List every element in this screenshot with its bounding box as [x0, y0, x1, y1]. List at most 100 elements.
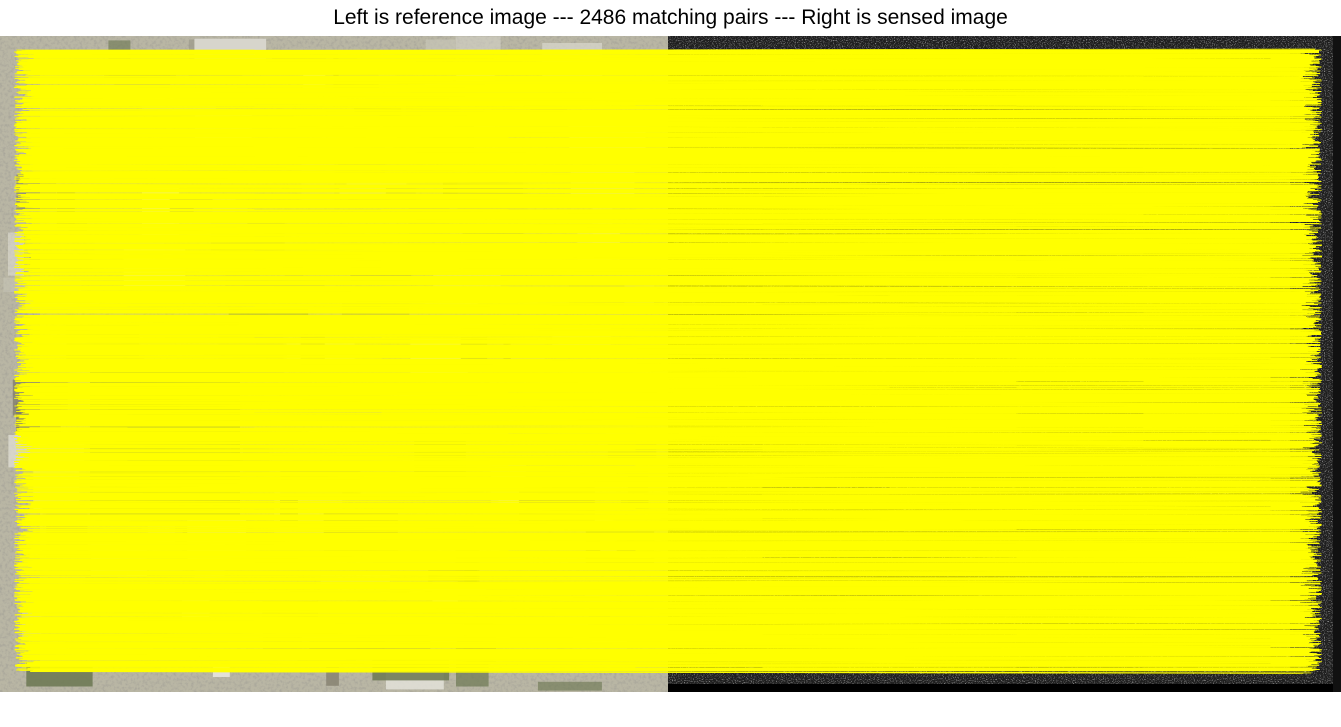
match-line: [20, 337, 1313, 339]
match-line: [23, 124, 1314, 127]
match-line: [15, 378, 1320, 382]
match-line: [32, 185, 1307, 188]
match-line: [33, 422, 1320, 425]
match-line: [30, 359, 1322, 363]
match-line: [31, 227, 1310, 231]
match-line: [21, 306, 1311, 308]
match-line: [17, 551, 1302, 553]
match-line: [26, 236, 1319, 239]
match-line: [15, 291, 1315, 294]
match-line: [24, 320, 1307, 323]
match-line: [31, 457, 1310, 460]
match-line: [22, 354, 1308, 357]
match-line: [19, 288, 1305, 291]
reference-texture-block: [425, 39, 456, 53]
match-line: [22, 312, 1308, 315]
match-line: [32, 213, 1303, 216]
match-line: [33, 433, 1301, 437]
match-line: [30, 574, 1313, 577]
match-line: [20, 509, 1309, 512]
match-line: [16, 607, 1311, 610]
match-line: [31, 365, 1306, 368]
match-line: [30, 302, 1314, 305]
match-line: [33, 218, 1313, 221]
match-line: [24, 304, 1306, 307]
match-line: [33, 103, 1319, 107]
match-line: [18, 126, 1316, 130]
match-line: [15, 474, 1315, 478]
match-line: [25, 430, 1308, 433]
match-line: [25, 523, 1322, 526]
match-line: [29, 158, 1319, 161]
match-line: [25, 608, 1314, 611]
match-line: [19, 552, 1314, 555]
match-line: [16, 151, 1319, 154]
match-line: [14, 646, 1305, 649]
match-line: [19, 628, 1313, 631]
match-line: [29, 195, 1309, 197]
match-line: [32, 368, 1315, 371]
reference-texture-block: [455, 36, 501, 53]
match-line: [25, 463, 1312, 466]
match-line: [17, 217, 1316, 221]
match-line: [28, 396, 1319, 399]
match-line: [30, 670, 1301, 674]
match-line: [14, 221, 1322, 225]
match-line: [27, 361, 1314, 364]
match-line: [23, 234, 1303, 236]
match-line: [29, 237, 1317, 240]
match-line: [18, 51, 1319, 53]
reference-texture-block: [537, 681, 602, 691]
match-line: [29, 345, 1313, 348]
match-line: [32, 142, 1305, 145]
match-line: [28, 411, 1303, 415]
match-line: [20, 436, 1301, 439]
match-line: [15, 260, 1307, 263]
match-line: [16, 52, 1302, 55]
match-line: [30, 505, 1319, 508]
match-line: [19, 279, 1304, 282]
match-line: [20, 89, 1322, 92]
match-line: [30, 255, 1303, 258]
match-line: [33, 63, 1309, 66]
match-line: [28, 251, 1305, 254]
match-line: [15, 271, 1308, 274]
match-line: [18, 180, 1320, 184]
match-line: [24, 506, 1303, 509]
match-line: [30, 458, 1305, 461]
match-line: [30, 535, 1306, 538]
match-line: [26, 476, 1312, 480]
match-line: [20, 534, 1307, 537]
match-line: [32, 99, 1302, 102]
match-line: [24, 242, 1301, 245]
match-line: [33, 95, 1304, 97]
match-line: [32, 133, 1314, 137]
match-line: [16, 429, 1306, 432]
match-line: [28, 109, 1311, 112]
match-line: [25, 653, 1313, 656]
match-line: [29, 210, 1320, 213]
match-line: [17, 310, 1308, 312]
match-line: [16, 208, 1311, 211]
match-line: [31, 461, 1316, 463]
match-line: [20, 554, 1301, 557]
match-line: [24, 650, 1320, 653]
match-line: [31, 372, 1316, 376]
match-line: [23, 65, 1311, 68]
match-line: [28, 398, 1302, 401]
match-line: [22, 316, 1313, 320]
match-line: [27, 294, 1307, 297]
match-line: [24, 470, 1309, 474]
match-line: [23, 600, 1305, 604]
match-line: [31, 276, 1321, 280]
match-line: [20, 354, 1311, 358]
match-line: [20, 123, 1310, 126]
match-line: [26, 281, 1314, 285]
match-line: [33, 83, 1307, 87]
match-line: [24, 227, 1304, 230]
match-line: [17, 489, 1315, 492]
match-line: [22, 443, 1320, 445]
match-line: [16, 278, 1309, 281]
match-line: [33, 610, 1320, 613]
